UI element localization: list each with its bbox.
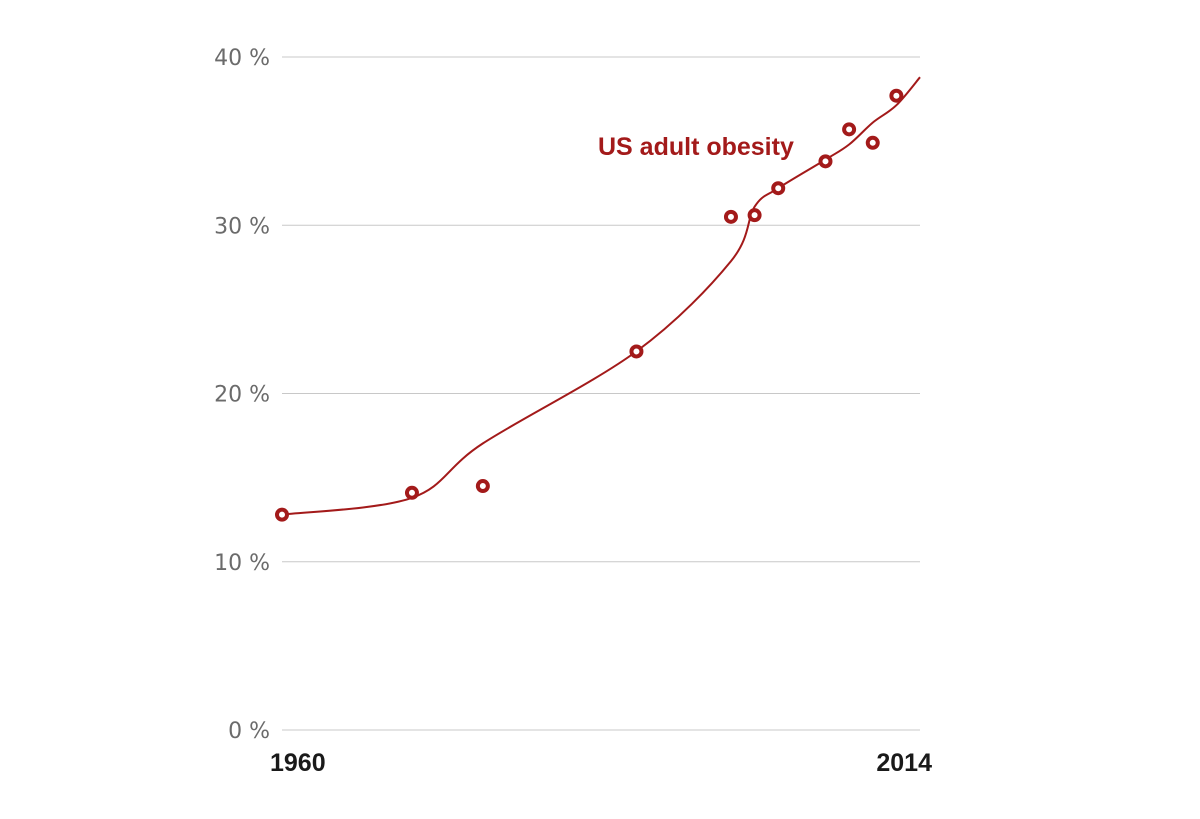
y-axis-tick-labels: 0 % 10 % 20 % 30 % 40 %: [214, 46, 270, 744]
y-tick-label-20: 20 %: [214, 383, 270, 408]
data-point-1971: [404, 485, 419, 500]
data-point-2002: [771, 181, 786, 196]
data-point-2006: [818, 154, 833, 169]
data-point-1977: [475, 479, 490, 494]
y-tick-label-0: 0 %: [228, 719, 270, 744]
data-point-1960: [275, 507, 289, 522]
data-point-1998: [723, 209, 738, 224]
y-tick-label-10: 10 %: [214, 551, 270, 576]
y-tick-label-40: 40 %: [214, 46, 270, 71]
data-point-2008: [842, 122, 857, 137]
series-label-us-adult-obesity: US adult obesity: [598, 133, 794, 161]
x-axis-tick-labels: 1960 2014: [270, 749, 932, 777]
data-point-2010: [865, 135, 880, 150]
data-point-1990: [629, 344, 644, 359]
data-point-2000: [747, 208, 762, 223]
x-tick-label-end: 2014: [876, 749, 932, 777]
series-layer: [275, 76, 921, 522]
y-tick-label-30: 30 %: [214, 214, 270, 239]
data-point-2012: [889, 88, 904, 103]
x-tick-label-start: 1960: [270, 749, 326, 777]
gridlines: [282, 56, 920, 731]
